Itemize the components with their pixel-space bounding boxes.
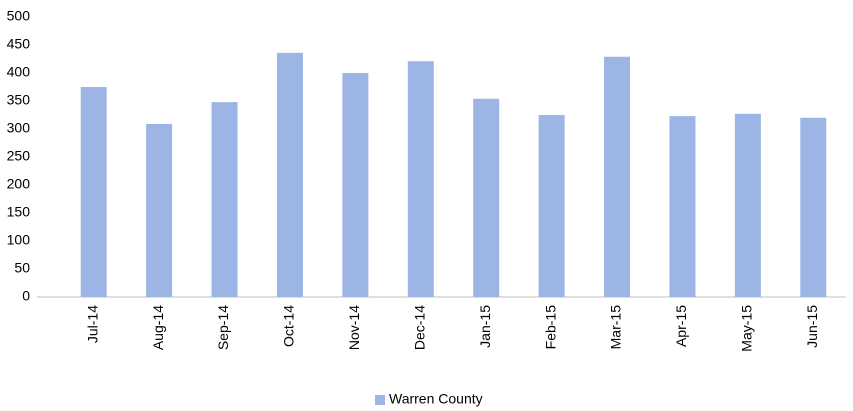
bar bbox=[80, 87, 107, 297]
x-tick-label: Jun-15 bbox=[804, 305, 820, 348]
legend-swatch bbox=[375, 395, 385, 405]
y-tick-label: 400 bbox=[7, 64, 31, 80]
bar bbox=[146, 123, 173, 298]
x-tick-label: Oct-14 bbox=[281, 305, 297, 347]
x-tick-label: Feb-15 bbox=[542, 305, 558, 350]
y-tick-label: 350 bbox=[7, 92, 31, 108]
bar bbox=[604, 56, 631, 298]
x-tick-label: May-15 bbox=[739, 305, 755, 352]
bar bbox=[407, 61, 434, 297]
bar bbox=[342, 73, 369, 297]
y-tick-label: 250 bbox=[7, 148, 31, 164]
x-tick-label: Nov-14 bbox=[346, 305, 362, 350]
x-tick-label: Aug-14 bbox=[150, 305, 166, 350]
y-tick-label: 0 bbox=[22, 288, 30, 304]
y-tick-label: 150 bbox=[7, 204, 31, 220]
x-tick-label: Apr-15 bbox=[673, 305, 689, 347]
bar bbox=[800, 117, 827, 297]
x-tick-label: Jul-14 bbox=[84, 305, 100, 343]
y-tick-label: 500 bbox=[7, 8, 31, 24]
y-tick-label: 200 bbox=[7, 176, 31, 192]
x-tick-label: Jan-15 bbox=[477, 305, 493, 348]
bar bbox=[538, 115, 565, 297]
x-tick-label: Dec-14 bbox=[411, 305, 427, 350]
bar bbox=[473, 98, 500, 297]
bar bbox=[734, 113, 761, 297]
y-tick-label: 450 bbox=[7, 36, 31, 52]
bar bbox=[669, 116, 696, 298]
y-tick-label: 100 bbox=[7, 232, 31, 248]
legend-label: Warren County bbox=[389, 391, 483, 407]
y-tick-label: 300 bbox=[7, 120, 31, 136]
bar bbox=[276, 52, 303, 298]
x-tick-label: Sep-14 bbox=[215, 305, 231, 350]
x-tick-label: Mar-15 bbox=[608, 305, 624, 350]
y-tick-label: 50 bbox=[14, 260, 30, 276]
bar bbox=[211, 102, 238, 298]
